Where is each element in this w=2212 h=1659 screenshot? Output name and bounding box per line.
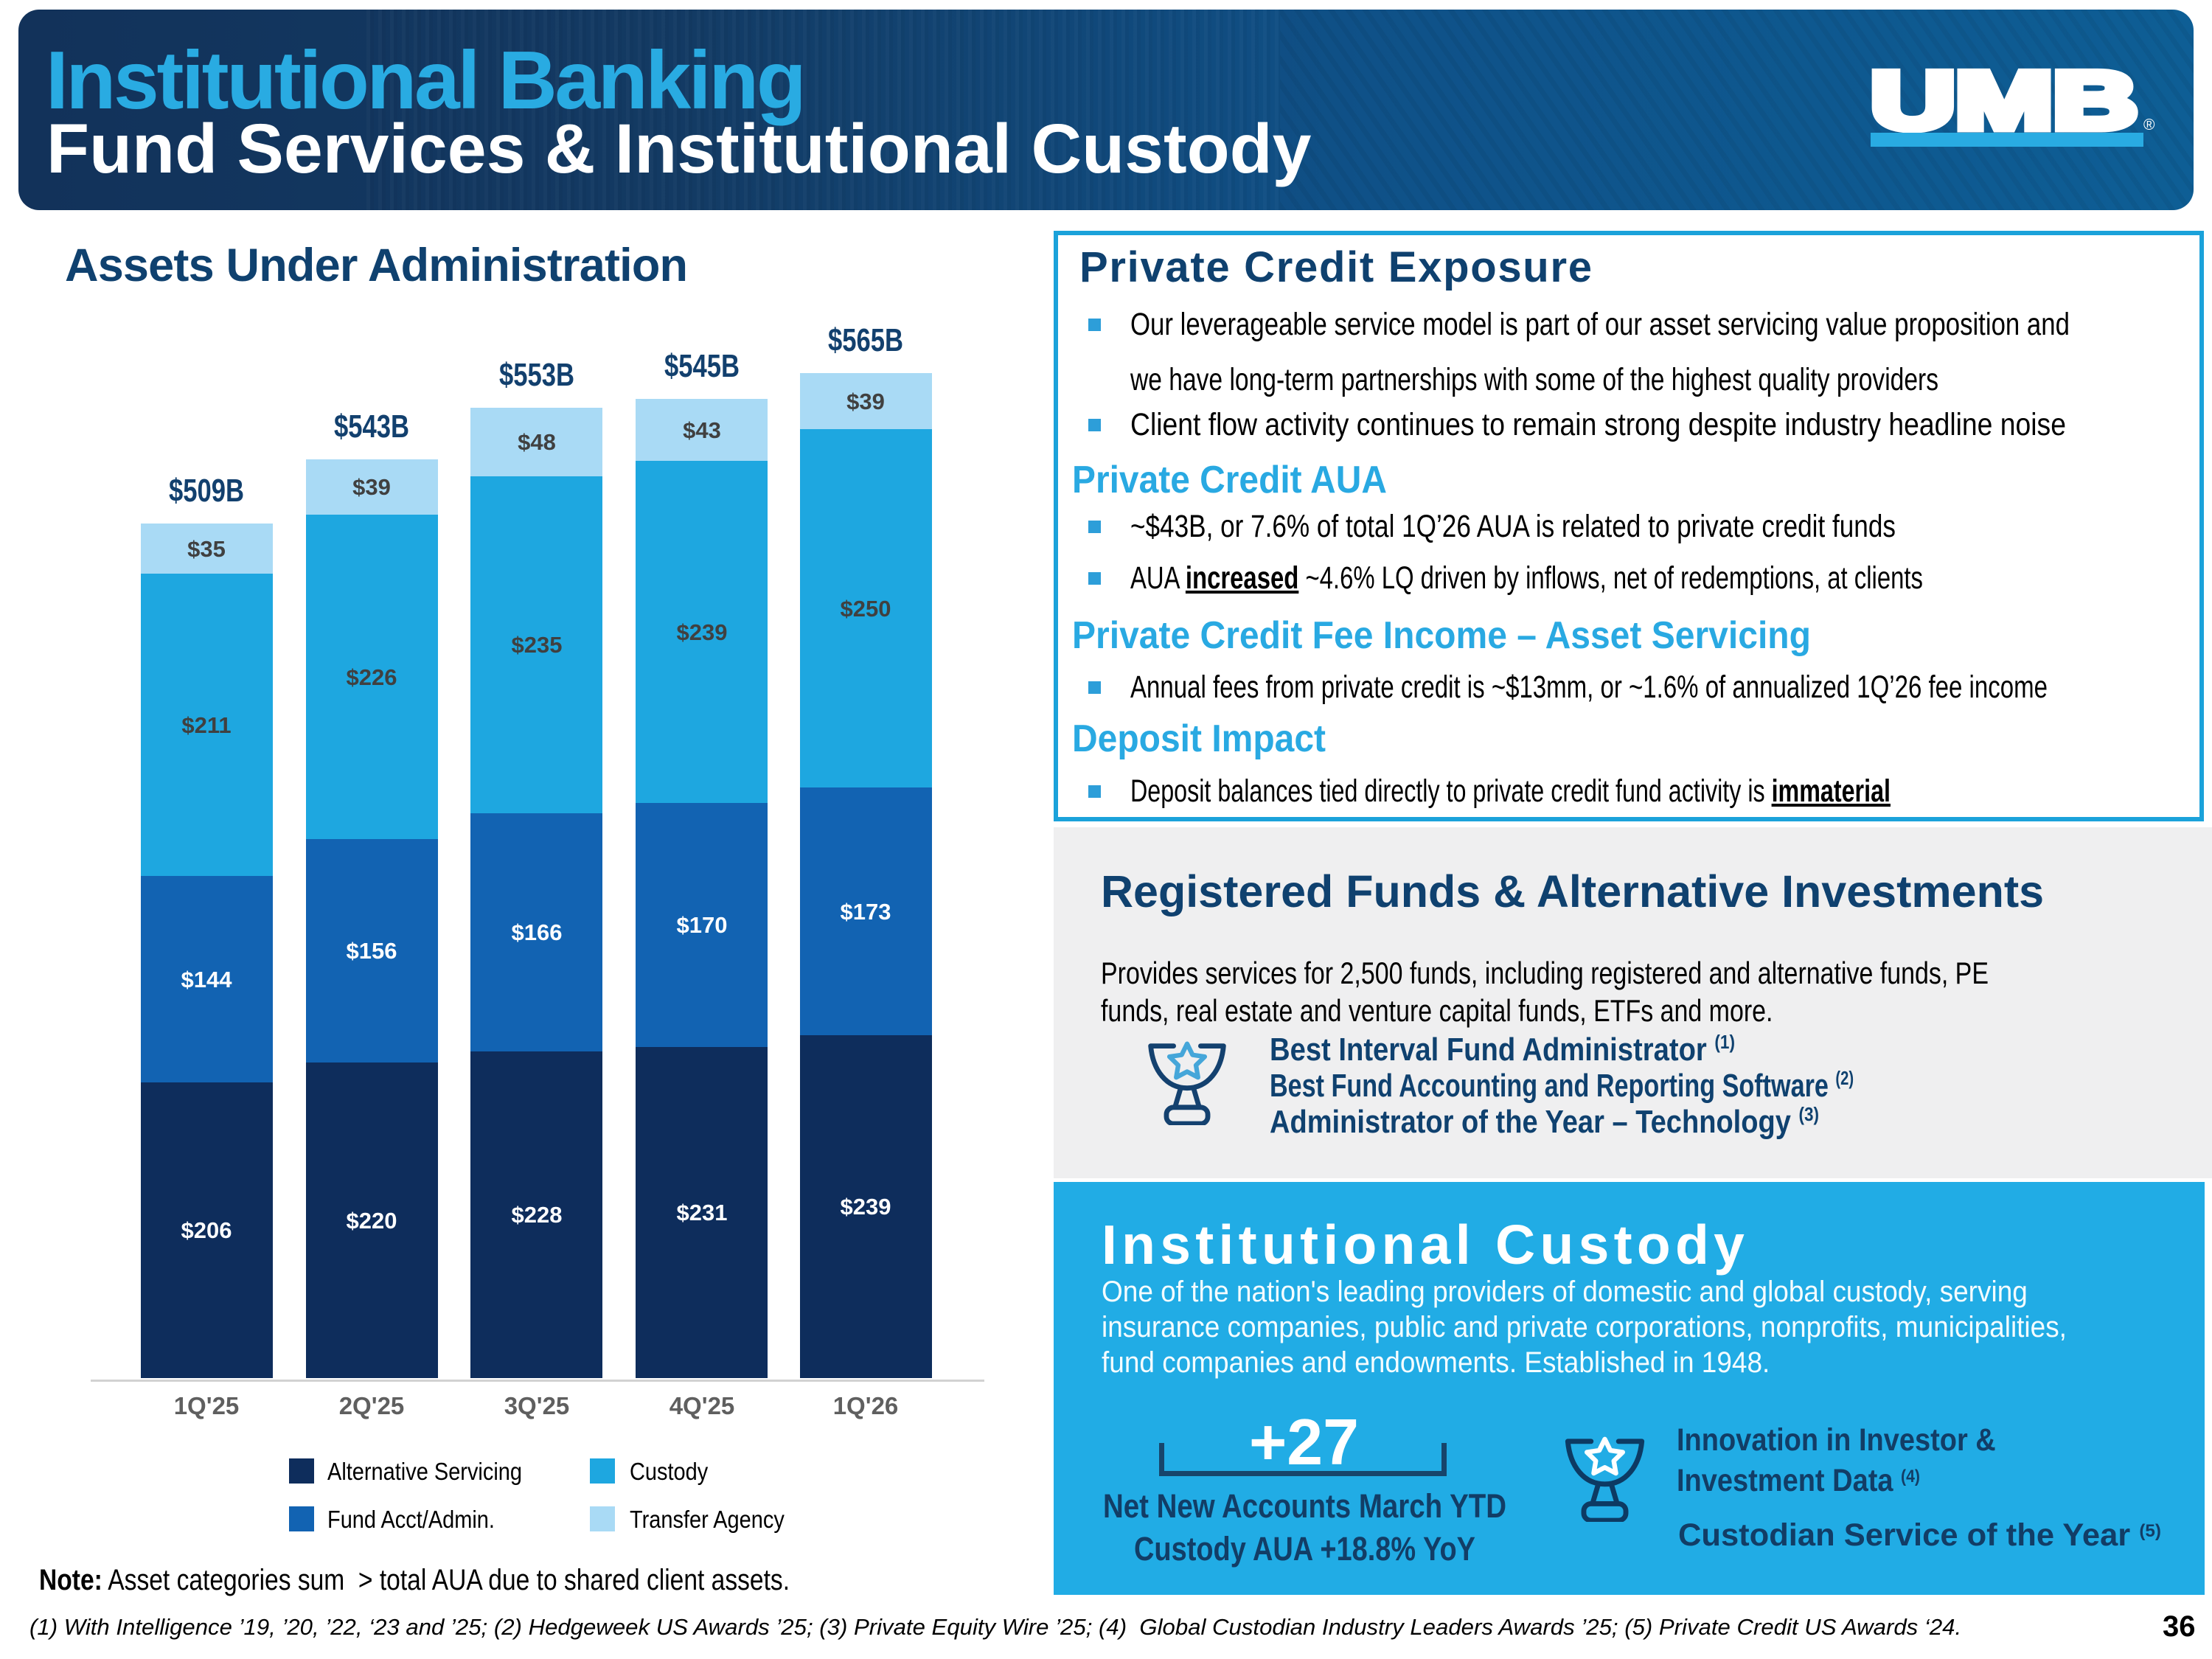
- svg-text:UMB: UMB: [1871, 58, 2138, 146]
- svg-text:®: ®: [2143, 116, 2155, 133]
